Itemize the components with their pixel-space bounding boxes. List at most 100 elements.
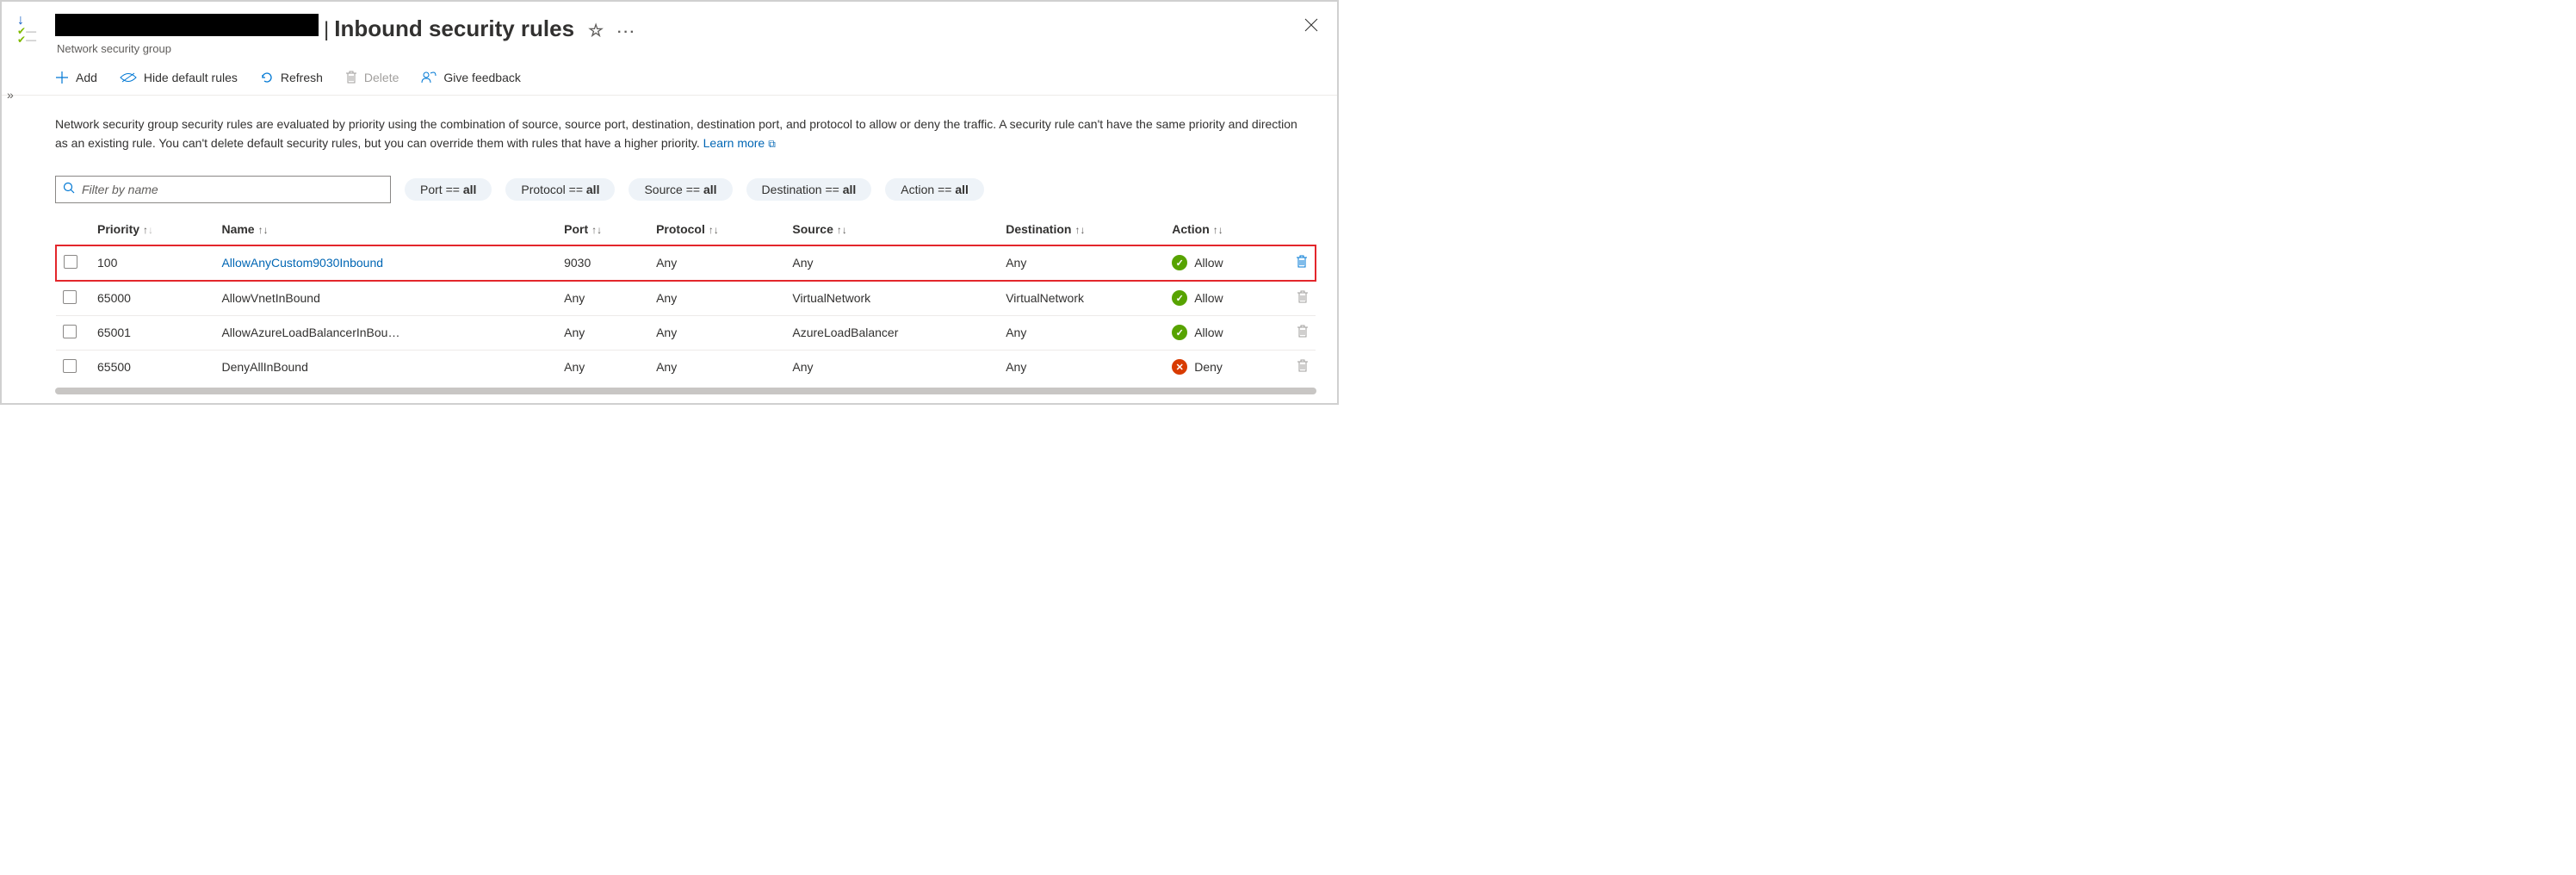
cell-port: Any [557,350,649,384]
search-icon [63,182,75,196]
col-destination[interactable]: Destination↑↓ [999,214,1165,245]
action-label: Deny [1194,360,1223,374]
col-action[interactable]: Action↑↓ [1165,214,1281,245]
cell-destination: Any [999,315,1165,350]
command-bar: Add Hide default rules Refresh Delete Gi… [2,55,1337,96]
filter-pill-destination[interactable]: Destination == all [746,178,872,201]
cell-port: 9030 [557,245,649,281]
cell-destination: Any [999,245,1165,281]
col-priority[interactable]: Priority↑↓ [90,214,214,245]
hide-icon [120,71,137,84]
description-text: Network security group security rules ar… [2,104,1337,160]
col-checkbox [56,214,90,245]
resource-name-redacted [55,14,319,36]
table-row[interactable]: 100AllowAnyCustom9030Inbound9030AnyAnyAn… [56,245,1316,281]
delete-row-icon[interactable] [1297,327,1309,341]
cell-name: AllowVnetInBound [214,281,557,316]
horizontal-scrollbar[interactable] [55,388,1316,394]
cell-protocol: Any [649,281,785,316]
rule-name: AllowAzureLoadBalancerInBou… [221,326,399,339]
delete-row-icon[interactable] [1296,258,1308,271]
cell-priority: 65000 [90,281,214,316]
action-badge-icon: ✓ [1172,290,1187,306]
col-name[interactable]: Name↑↓ [214,214,557,245]
filter-pill-port[interactable]: Port == all [405,178,492,201]
action-label: Allow [1194,291,1223,305]
table-row[interactable]: 65000AllowVnetInBoundAnyAnyVirtualNetwor… [56,281,1316,316]
external-link-icon: ⧉ [768,138,776,150]
resource-type-label: Network security group [55,42,636,55]
cell-action: ✓ Allow [1165,245,1281,281]
cell-port: Any [557,281,649,316]
learn-more-link[interactable]: Learn more⧉ [703,136,776,150]
cell-protocol: Any [649,350,785,384]
sort-icon: ↑↓ [837,224,847,236]
action-badge-icon: ✓ [1172,325,1187,340]
delete-row-icon[interactable] [1297,362,1309,375]
col-port[interactable]: Port↑↓ [557,214,649,245]
give-feedback-button[interactable]: Give feedback [421,71,521,84]
sort-icon: ↑↓ [1213,224,1223,236]
delete-label: Delete [364,71,399,84]
row-checkbox[interactable] [63,325,77,338]
sort-icon: ↑↓ [709,224,719,236]
cell-priority: 100 [90,245,214,281]
delete-row-icon[interactable] [1297,293,1309,307]
action-label: Allow [1194,256,1223,270]
more-menu-icon[interactable]: ··· [617,25,636,40]
refresh-icon [260,71,274,84]
blade-container: » ↓ ✔— ✔— | Inbound security rules ☆ ···… [0,0,1339,405]
action-badge-icon: ✕ [1172,359,1187,375]
filter-pill-protocol[interactable]: Protocol == all [505,178,615,201]
cell-source: AzureLoadBalancer [785,315,999,350]
col-protocol[interactable]: Protocol↑↓ [649,214,785,245]
row-checkbox[interactable] [63,290,77,304]
rule-name-link[interactable]: AllowAnyCustom9030Inbound [221,256,383,270]
filter-name-input[interactable] [80,182,383,197]
add-button[interactable]: Add [55,71,97,84]
cell-action: ✕ Deny [1165,350,1281,384]
add-label: Add [76,71,97,84]
cell-source: Any [785,245,999,281]
refresh-button[interactable]: Refresh [260,71,323,84]
cell-name: AllowAnyCustom9030Inbound [214,245,557,281]
action-badge-icon: ✓ [1172,255,1187,270]
delete-button: Delete [345,71,399,84]
cell-priority: 65500 [90,350,214,384]
hide-default-rules-button[interactable]: Hide default rules [120,71,238,84]
sort-icon: ↑↓ [258,224,269,236]
col-source[interactable]: Source↑↓ [785,214,999,245]
table-row[interactable]: 65001AllowAzureLoadBalancerInBou…AnyAnyA… [56,315,1316,350]
close-icon[interactable] [1304,17,1318,37]
cell-port: Any [557,315,649,350]
filter-pill-source[interactable]: Source == all [629,178,732,201]
cell-name: AllowAzureLoadBalancerInBou… [214,315,557,350]
filter-name-search[interactable] [55,176,391,203]
cell-protocol: Any [649,315,785,350]
plus-icon [55,71,69,84]
resource-type-icon: ↓ ✔— ✔— [17,10,48,44]
row-checkbox[interactable] [63,359,77,373]
filter-pill-action[interactable]: Action == all [885,178,984,201]
cell-destination: VirtualNetwork [999,281,1165,316]
cell-action: ✓ Allow [1165,281,1281,316]
trash-icon [345,71,357,84]
blade-header: ↓ ✔— ✔— | Inbound security rules ☆ ··· N… [2,10,1337,55]
rule-name: AllowVnetInBound [221,291,319,305]
expand-handle-icon[interactable]: » [7,88,14,102]
title-separator: | [324,18,329,42]
cell-source: Any [785,350,999,384]
sort-icon: ↑↓ [143,224,153,236]
rule-name: DenyAllInBound [221,360,307,374]
row-checkbox[interactable] [64,255,77,269]
hide-default-label: Hide default rules [144,71,238,84]
description-body: Network security group security rules ar… [55,117,1297,150]
cell-source: VirtualNetwork [785,281,999,316]
feedback-label: Give feedback [443,71,521,84]
favorite-star-icon[interactable]: ☆ [588,20,604,41]
action-label: Allow [1194,326,1223,339]
rules-table-container: Priority↑↓ Name↑↓ Port↑↓ Protocol↑↓ Sour… [2,207,1337,384]
table-row[interactable]: 65500DenyAllInBoundAnyAnyAnyAny✕Deny [56,350,1316,384]
cell-action: ✓ Allow [1165,315,1281,350]
refresh-label: Refresh [281,71,323,84]
